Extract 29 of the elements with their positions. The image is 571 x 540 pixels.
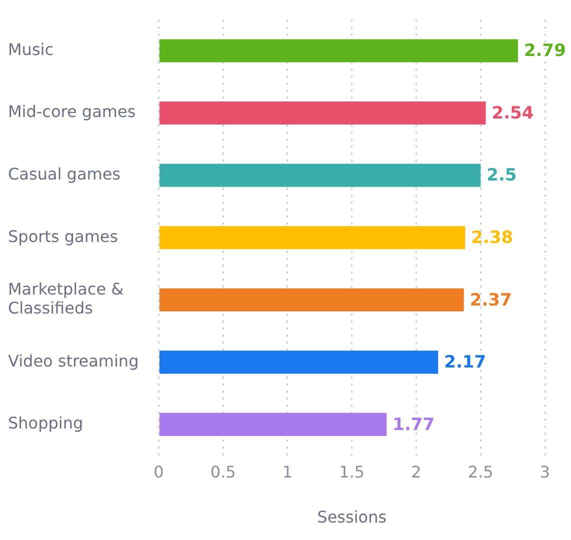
y-tick-label: Sports games xyxy=(8,226,118,246)
x-tick-label: 1 xyxy=(282,462,293,482)
y-tick-label: Shopping xyxy=(8,414,84,433)
y-tick-label: Mid-core games xyxy=(8,102,136,122)
x-axis-title: Sessions xyxy=(317,508,387,527)
x-tick-label: 2.5 xyxy=(468,462,494,482)
data-label: 2.79 xyxy=(524,41,566,62)
bar xyxy=(159,350,438,374)
data-label: 2.17 xyxy=(444,352,486,373)
bar xyxy=(159,164,481,187)
y-tick-label: Casual games xyxy=(8,164,121,184)
bar xyxy=(159,102,486,125)
x-tick-label: 1.5 xyxy=(339,462,365,482)
y-tick-label: Marketplace & Classifieds xyxy=(8,279,124,318)
y-tick-label: Video streaming xyxy=(8,351,139,370)
data-label: 1.77 xyxy=(392,414,435,435)
data-label: 2.38 xyxy=(471,228,514,248)
x-tick-label: 0.5 xyxy=(210,462,236,482)
bar xyxy=(159,226,466,250)
bar xyxy=(159,39,518,62)
data-label: 2.5 xyxy=(486,166,517,186)
y-tick-label: Music xyxy=(8,40,54,59)
x-tick-label: 0 xyxy=(154,462,164,482)
bar xyxy=(159,412,387,436)
bar xyxy=(159,288,464,312)
data-label: 2.54 xyxy=(492,103,534,124)
x-tick-label: 3 xyxy=(540,462,550,482)
data-label: 2.37 xyxy=(470,290,512,310)
x-tick-label: 2 xyxy=(411,462,422,482)
